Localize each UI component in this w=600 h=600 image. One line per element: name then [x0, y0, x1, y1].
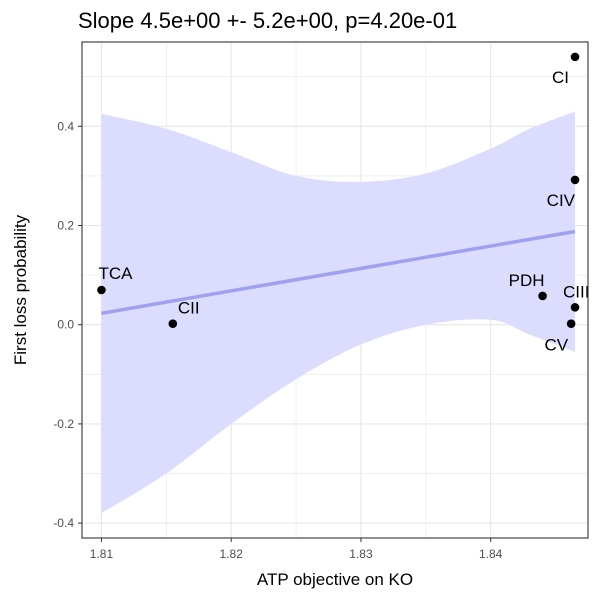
confidence-band — [101, 111, 576, 514]
x-tick-label: 1.84 — [479, 547, 503, 561]
point-label-pdh: PDH — [509, 271, 545, 290]
x-axis-ticks: 1.81 1.82 1.83 1.84 — [90, 538, 503, 561]
points-layer — [97, 52, 580, 329]
point-label-cv: CV — [545, 336, 569, 355]
data-point-cv — [566, 319, 576, 329]
y-axis-title: First loss probability — [11, 214, 30, 365]
point-label-civ: CIV — [547, 191, 576, 210]
fit-line-layer — [101, 229, 576, 316]
y-axis-ticks: -0.4 -0.2 0.0 0.2 0.4 — [53, 119, 82, 530]
data-point-cii — [168, 319, 178, 329]
chart-title: Slope 4.5e+00 +- 5.2e+00, p=4.20e-01 — [78, 8, 457, 33]
x-tick-label: 1.81 — [90, 547, 114, 561]
y-tick-label: 0.0 — [57, 318, 74, 332]
y-tick-label: 0.4 — [57, 119, 74, 133]
x-tick-label: 1.83 — [349, 547, 373, 561]
data-point-civ — [570, 175, 580, 185]
point-label-cii: CII — [178, 299, 200, 318]
panel-border — [81, 41, 589, 539]
point-labels-layer: TCA CII PDH CIII CV CIV CI — [98, 68, 589, 355]
x-tick-label: 1.82 — [220, 547, 244, 561]
y-tick-label: 0.2 — [57, 219, 74, 233]
point-label-ciii: CIII — [563, 282, 589, 301]
y-tick-label: -0.4 — [53, 516, 74, 530]
point-label-tca: TCA — [98, 264, 133, 283]
confidence-band-layer — [101, 111, 576, 514]
data-point-tca — [97, 285, 106, 295]
fit-line — [101, 229, 576, 316]
point-label-ci: CI — [552, 68, 569, 87]
data-point-ci — [570, 52, 580, 62]
data-point-pdh — [538, 291, 547, 301]
x-axis-title: ATP objective on KO — [257, 570, 413, 589]
y-tick-label: -0.2 — [53, 417, 74, 431]
data-point-ciii — [570, 303, 580, 312]
